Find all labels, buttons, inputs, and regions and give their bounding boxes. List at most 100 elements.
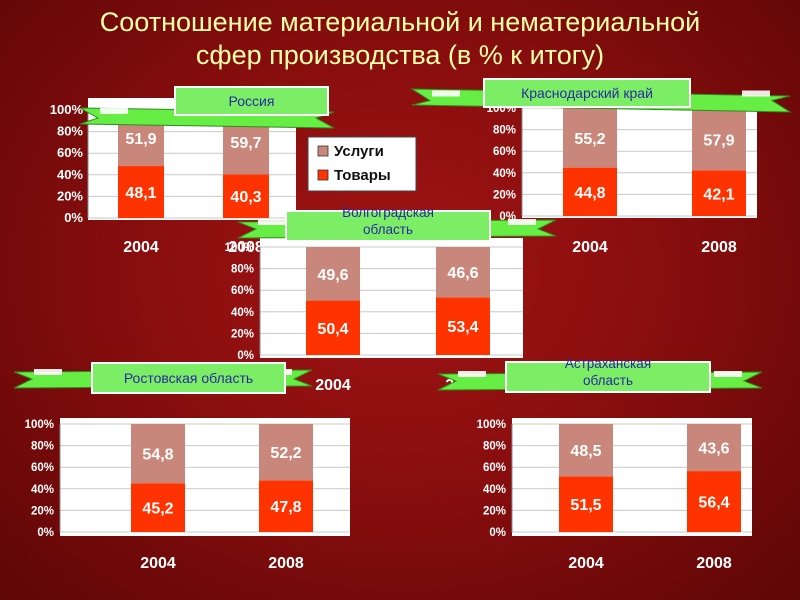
volgograd-chart-title-line: Волгоградская — [342, 205, 434, 220]
astrakhan-data-label-uslugi-2008: 43,6 — [698, 441, 729, 458]
krasnodar-y-tick-label: 40% — [493, 168, 516, 180]
rostov-x-tick-label-2004: 2004 — [140, 555, 176, 572]
rostov-data-label-tovary-2008: 47,8 — [270, 499, 301, 516]
rostov-x-tick-label-2008: 2008 — [268, 555, 304, 572]
volgograd-y-tick-label: 40% — [231, 307, 254, 319]
astrakhan-banner-tab-right — [714, 371, 742, 377]
astrakhan-label-box — [505, 361, 711, 393]
astrakhan-banner-tab-left — [458, 371, 486, 377]
astrakhan-bar-uslugi-2008 — [687, 424, 741, 472]
russia-chart-title: Россия — [229, 93, 275, 109]
astrakhan-bar-tovary-2004 — [559, 476, 613, 532]
volgograd-chart-title-line: область — [363, 222, 413, 237]
krasnodar-data-label-uslugi-2004: 55,2 — [574, 131, 605, 148]
rostov-label-box — [91, 362, 286, 394]
volgograd-label-box — [285, 210, 491, 242]
astrakhan-y-tick-label: 80% — [483, 441, 506, 453]
russia-x-tick-label-2004: 2004 — [123, 239, 159, 256]
krasnodar-bar-uslugi-2008 — [692, 108, 746, 171]
russia-label-box — [174, 86, 329, 116]
volgograd-data-label-uslugi-2004: 49,6 — [317, 267, 348, 284]
rostov-y-tick-label: 60% — [31, 462, 54, 474]
astrakhan-y-tick-label: 100% — [477, 419, 506, 431]
astrakhan-chart-title: Астраханская область — [565, 356, 651, 388]
volgograd-chart: 0% 20% 40% 60% 80% 100% 50,4 49,6 2004 53,4 46,6 20… — [225, 238, 523, 394]
volgograd-y-tick-label: 100% — [225, 242, 254, 254]
astrakhan-x-tick-label-2004: 2004 — [568, 555, 604, 572]
russia-data-label-uslugi-2008: 59,7 — [230, 135, 261, 152]
rostov-banner-tab-left — [34, 369, 62, 375]
krasnodar-label-box — [483, 78, 691, 108]
rostov-bar-tovary-2004 — [131, 483, 185, 532]
volgograd-y-tick-label: 0% — [237, 350, 254, 362]
volgograd-bar-tovary-2004 — [306, 300, 360, 355]
russia-data-label-tovary-2004: 48,1 — [125, 185, 156, 202]
rostov-y-tick-label: 0% — [37, 527, 54, 539]
russia-y-tick-label: 20% — [57, 188, 83, 203]
volgograd-data-label-tovary-2004: 50,4 — [317, 321, 348, 338]
astrakhan-bar-uslugi-2004 — [559, 424, 613, 477]
page-title: Соотношение материальной и нематериально… — [0, 6, 800, 72]
volgograd-y-tick-label: 20% — [231, 328, 254, 340]
legend-label-2: Товары — [334, 167, 391, 184]
russia-data-label-uslugi-2004: 51,9 — [125, 131, 156, 148]
astrakhan-data-label-tovary-2004: 51,5 — [570, 497, 601, 514]
astrakhan-chart: 0% 20% 40% 60% 80% 100% 51,5 48,5 2004 56,4 43,6 20… — [477, 418, 752, 572]
astrakhan-chart-title-line: область — [583, 373, 633, 388]
page-title-line-2: сфер производства (в % к итогу) — [195, 40, 605, 70]
krasnodar-data-label-uslugi-2008: 57,9 — [703, 132, 734, 149]
astrakhan-x-tick-label-2008: 2008 — [696, 555, 732, 572]
krasnodar-banner-tab-left — [432, 90, 460, 97]
rostov-bar-uslugi-2004 — [131, 424, 185, 484]
russia-banner-tab-left — [100, 108, 128, 114]
legend: Услуги Товары — [307, 136, 417, 192]
volgograd-data-label-tovary-2008: 53,4 — [447, 319, 478, 336]
russia-y-tick-label: 0% — [64, 210, 83, 225]
volgograd-bar-tovary-2008 — [436, 297, 490, 355]
rostov-y-tick-label: 40% — [31, 484, 54, 496]
astrakhan-y-tick-label: 60% — [483, 462, 506, 474]
rostov-data-label-tovary-2004: 45,2 — [142, 501, 173, 518]
krasnodar-x-tick-label-2004: 2004 — [572, 239, 608, 256]
rostov-chart-title: Ростовская область — [124, 370, 253, 386]
krasnodar-data-label-tovary-2004: 44,8 — [574, 185, 605, 202]
russia-y-tick-label: 100% — [50, 102, 84, 117]
volgograd-bar-uslugi-2008 — [436, 247, 490, 298]
russia-y-tick-label: 40% — [57, 167, 83, 182]
rostov-bar-tovary-2008 — [259, 480, 313, 532]
krasnodar-chart: 0%20%40%60%80%100%44,855,2200442,157,920… — [487, 98, 757, 256]
astrakhan-data-label-uslugi-2004: 48,5 — [570, 443, 601, 460]
astrakhan-y-tick-label: 40% — [483, 484, 506, 496]
krasnodar-data-label-tovary-2008: 42,1 — [703, 186, 734, 203]
russia-bar-tovary-2008 — [223, 174, 269, 218]
legend-swatch-2 — [317, 169, 329, 181]
krasnodar-y-tick-label: 80% — [493, 125, 516, 137]
krasnodar-banner-tab-right — [742, 90, 770, 97]
volgograd-bar-uslugi-2004 — [306, 247, 360, 301]
russia-data-label-tovary-2008: 40,3 — [230, 189, 261, 206]
rostov-bar-uslugi-2008 — [259, 424, 313, 481]
russia-x-tick-label-2008: 2008 — [228, 239, 264, 256]
volgograd-y-tick-label: 60% — [231, 285, 254, 297]
rostov-y-tick-label: 80% — [31, 441, 54, 453]
rostov-y-tick-label: 100% — [25, 419, 54, 431]
volgograd-banner-tab-right — [508, 219, 536, 225]
krasnodar-y-tick-label: 60% — [493, 146, 516, 158]
krasnodar-y-tick-label: 20% — [493, 189, 516, 201]
volgograd-data-label-uslugi-2008: 46,6 — [447, 265, 478, 282]
russia-y-tick-label: 60% — [57, 145, 83, 160]
astrakhan-y-tick-label: 0% — [489, 527, 506, 539]
astrakhan-chart-title-line: Астраханская — [565, 356, 651, 371]
legend-label-1: Услуги — [334, 143, 384, 160]
krasnodar-chart-title: Краснодарский край — [521, 85, 653, 101]
astrakhan-y-tick-label: 20% — [483, 505, 506, 517]
legend-swatch-1 — [317, 145, 329, 157]
rostov-data-label-uslugi-2008: 52,2 — [270, 445, 301, 462]
volgograd-y-tick-label: 80% — [231, 264, 254, 276]
page-title-line-1: Соотношение материальной и нематериально… — [99, 7, 701, 37]
krasnodar-x-tick-label-2008: 2008 — [701, 239, 737, 256]
rostov-data-label-uslugi-2004: 54,8 — [142, 447, 173, 464]
krasnodar-bar-uslugi-2004 — [563, 108, 617, 168]
astrakhan-bar-tovary-2008 — [687, 471, 741, 532]
